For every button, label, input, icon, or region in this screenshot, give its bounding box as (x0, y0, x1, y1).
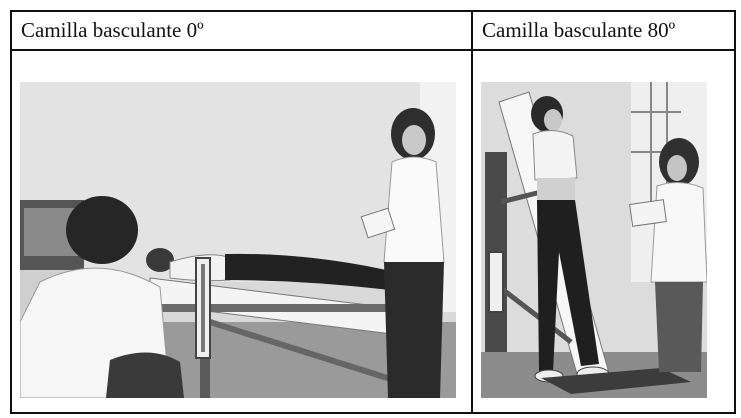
tilt-table-horizontal-photo (20, 82, 456, 398)
caption-tilt-0: Camilla basculante 0º (21, 18, 204, 42)
tilt-table-tilted-photo (481, 82, 707, 398)
figure-table: Camilla basculante 0º Camilla basculante… (10, 10, 736, 414)
table-column-divider (471, 12, 473, 412)
table-header-divider (12, 49, 734, 51)
caption-tilt-80: Camilla basculante 80º (482, 18, 676, 42)
